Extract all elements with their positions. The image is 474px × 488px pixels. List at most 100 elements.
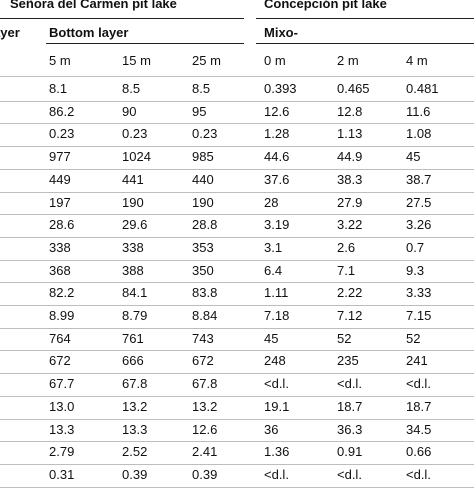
table-cell: 7.1 [337, 262, 356, 278]
table-cell: 8.79 [122, 308, 148, 323]
table-cell: 0.39 [122, 466, 148, 482]
table-cell: 36 [264, 421, 279, 437]
table-cell: 18.7 [406, 398, 432, 414]
row-divider [0, 441, 474, 443]
table-cell: 0.31 [49, 466, 75, 482]
table-cell: 7.18 [264, 308, 290, 323]
table-cell: 13.2 [192, 398, 218, 414]
table-cell: 13.3 [122, 421, 148, 437]
depth-label: 15 m [122, 53, 151, 68]
table-cell: 0.39 [192, 466, 218, 482]
table-cell: 12.6 [192, 421, 218, 437]
table-cell: 2.22 [337, 285, 363, 301]
row-divider [0, 168, 474, 170]
table-cell: 235 [337, 353, 359, 369]
row-divider [0, 236, 474, 238]
table-cell: 38.3 [337, 171, 363, 187]
table-cell: 52 [406, 330, 421, 346]
table-cell: 12.6 [264, 103, 290, 119]
table-cell: 190 [122, 194, 144, 210]
table-cell: 1.11 [264, 285, 289, 301]
table-cell: 977 [49, 149, 71, 165]
table-cell: 8.84 [192, 308, 218, 323]
table-cell: 27.9 [337, 194, 363, 210]
table-cell: <d.l. [406, 376, 431, 392]
table-cell: 1.13 [337, 126, 363, 142]
depth-label: 2 m [337, 53, 359, 68]
table-cell: 388 [122, 262, 144, 278]
table-cell: 190 [192, 194, 214, 210]
table-cell: 672 [192, 353, 214, 369]
table-cell: 29.6 [122, 217, 148, 233]
table-cell: 67.7 [49, 376, 75, 392]
table-cell: <d.l. [406, 466, 431, 482]
bottom-layer-rule [46, 43, 244, 44]
depth-label: 25 m [192, 53, 221, 68]
header-bottom-rule [0, 76, 474, 77]
table-cell: 67.8 [192, 376, 218, 392]
table-cell: 6.4 [264, 262, 283, 278]
table-cell: 241 [406, 353, 428, 369]
table-cell: 11.6 [406, 103, 431, 119]
table-cell: 672 [49, 353, 71, 369]
table-cell: <d.l. [264, 376, 289, 392]
table-cell: 440 [192, 171, 214, 187]
concepcion-group-header: Concepción pit lake [264, 0, 387, 11]
table-cell: 95 [192, 103, 207, 119]
table-cell: 1024 [122, 149, 151, 165]
senora-group-header: Señora del Carmen pit lake [10, 0, 177, 11]
table-cell: 743 [192, 330, 214, 346]
mixo-header: Mixo- [264, 25, 298, 40]
table-cell: 441 [122, 171, 144, 187]
table-cell: 12.8 [337, 103, 363, 119]
table-cell: 368 [49, 262, 71, 278]
table-cell: 28.6 [49, 217, 75, 233]
table-cell: 3.22 [337, 217, 363, 233]
table-cell: 86.2 [49, 103, 75, 119]
depth-label: 4 m [406, 53, 428, 68]
row-divider [0, 327, 474, 329]
table-cell: 666 [122, 353, 144, 369]
table-cell: 338 [122, 239, 144, 255]
row-divider [0, 463, 474, 465]
table-cell: 1.28 [264, 126, 290, 142]
table-cell: 13.0 [49, 398, 75, 414]
table-cell: 1.36 [264, 444, 290, 460]
table-cell: 0.23 [122, 126, 148, 142]
table-cell: 449 [49, 171, 71, 187]
row-divider [0, 214, 474, 216]
table-cell: 9.3 [406, 262, 425, 278]
row-divider [0, 373, 474, 375]
row-divider [0, 282, 474, 284]
row-divider [0, 395, 474, 397]
table-cell: 338 [49, 239, 71, 255]
table-cell: 0.393 [264, 81, 297, 96]
table-cell: 37.6 [264, 171, 290, 187]
table-cell: 8.5 [192, 81, 211, 96]
table-cell: 36.3 [337, 421, 363, 437]
bottom-layer-header: Bottom layer [49, 25, 129, 40]
table-cell: 13.3 [49, 421, 75, 437]
table-cell: 0.23 [192, 126, 218, 142]
table-cell: 197 [49, 194, 71, 210]
left-cut-header: ayer [0, 25, 20, 40]
table-cell: 0.23 [49, 126, 75, 142]
table-cell: 19.1 [264, 398, 290, 414]
table-cell: 44.9 [337, 149, 363, 165]
table-cell: 3.33 [406, 285, 432, 301]
table-cell: <d.l. [337, 466, 362, 482]
table-cell: 82.2 [49, 285, 75, 301]
table-cell: 13.2 [122, 398, 148, 414]
table-cell: 8.1 [49, 81, 68, 96]
table-cell: 45 [406, 149, 421, 165]
table-cell: 45 [264, 330, 279, 346]
table-cell: 7.15 [406, 308, 432, 323]
table-cell: 28 [264, 194, 279, 210]
concepcion-header-rule [256, 18, 474, 19]
table-cell: 84.1 [122, 285, 148, 301]
row-divider [0, 123, 474, 125]
table-cell: 83.8 [192, 285, 218, 301]
table-cell: 0.91 [337, 444, 363, 460]
row-divider [0, 191, 474, 193]
